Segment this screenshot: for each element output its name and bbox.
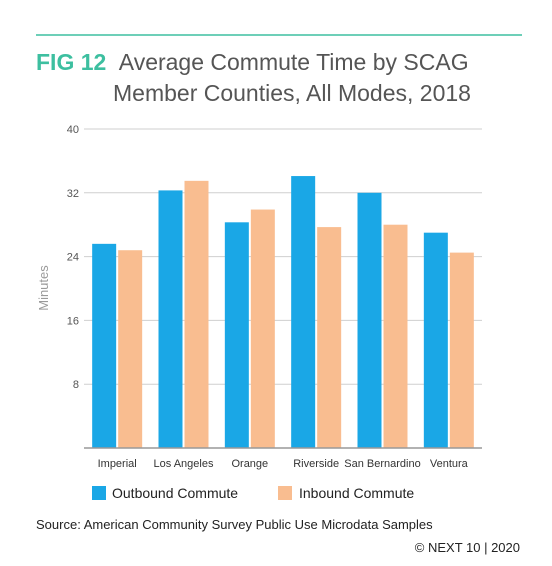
x-tick-label: San Bernardino	[344, 458, 420, 470]
bar-inbound	[118, 250, 143, 448]
y-tick-label: 24	[67, 252, 79, 264]
bar-outbound	[92, 243, 117, 448]
legend-swatch-inbound	[278, 486, 292, 500]
legend-label-outbound: Outbound Commute	[112, 485, 238, 501]
y-tick-labels: 8 16 24 32 40	[67, 124, 79, 391]
source-note: Source: American Community Survey Public…	[36, 517, 433, 532]
y-axis-label: Minutes	[36, 265, 51, 311]
figure-label: FIG 12	[36, 49, 106, 75]
bar-inbound	[250, 209, 275, 448]
bar-outbound	[423, 232, 448, 448]
bar-inbound	[184, 180, 209, 448]
x-tick-label: Orange	[231, 458, 268, 470]
credit: © NEXT 10 | 2020	[415, 540, 520, 555]
x-tick-label: Riverside	[293, 458, 339, 470]
x-tick-labels: Imperial Los Angeles Orange Riverside San Be…	[98, 458, 469, 470]
bar-outbound	[158, 190, 183, 448]
bars	[92, 176, 474, 449]
bar-outbound	[224, 222, 249, 448]
x-tick-label: Los Angeles	[154, 458, 214, 470]
x-tick-label: Imperial	[98, 458, 137, 470]
legend-label-inbound: Inbound Commute	[299, 485, 414, 501]
figure-title-line1: Average Commute Time by SCAG	[119, 49, 469, 75]
y-tick-label: 16	[67, 315, 79, 327]
bar-inbound	[383, 224, 408, 448]
grid-lines	[84, 128, 482, 385]
bar-outbound	[291, 176, 316, 449]
legend: Outbound Commute Inbound Commute	[92, 485, 414, 501]
x-tick-label: Ventura	[430, 458, 469, 470]
bar-inbound	[317, 227, 342, 448]
figure-title: FIG 12 Average Commute Time by SCAG	[36, 49, 469, 75]
bar-outbound	[357, 192, 382, 448]
legend-swatch-outbound	[92, 486, 106, 500]
y-tick-label: 8	[73, 379, 79, 391]
y-tick-label: 40	[67, 124, 79, 136]
bar-inbound	[449, 252, 474, 448]
figure-title-line2: Member Counties, All Modes, 2018	[113, 80, 471, 106]
y-tick-label: 32	[67, 188, 79, 200]
